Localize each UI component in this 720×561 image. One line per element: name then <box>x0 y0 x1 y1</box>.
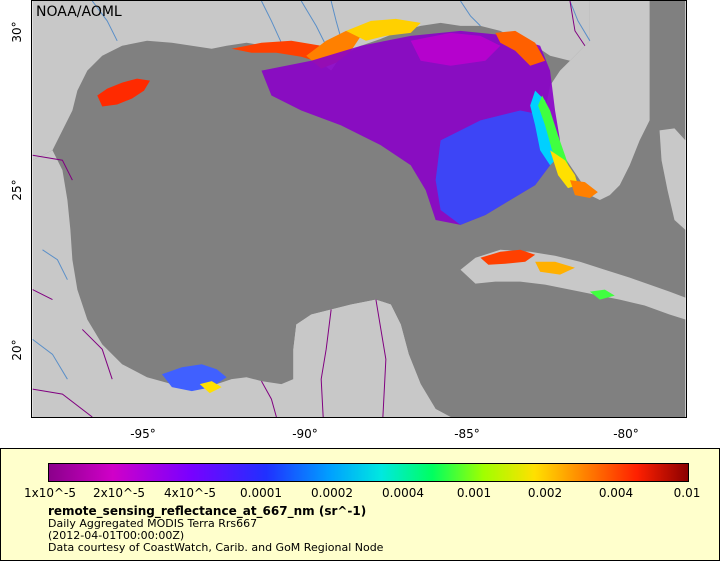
land-bahamas <box>659 128 686 230</box>
data-band-cuba-north <box>480 249 536 265</box>
lat-tick-20: 20° <box>10 339 24 361</box>
colorbar <box>48 463 689 482</box>
lon-tick-85: -85° <box>454 427 480 441</box>
colorbar-tick-label: 1x10^-5 <box>23 486 77 500</box>
data-band-bigbend <box>495 30 546 66</box>
source-credit-label: NOAA/AOML <box>36 4 122 20</box>
data-field-blue <box>435 110 556 225</box>
land-yucatan <box>293 299 451 417</box>
data-band-alabama <box>346 18 421 41</box>
data-band-cuba-central <box>535 261 575 275</box>
legend-credit-line: Data courtesy of CoastWatch, Carib. and … <box>48 541 384 554</box>
colorbar-tick-label: 0.002 <box>527 486 563 500</box>
colorbar-tick-label: 2x10^-5 <box>92 486 146 500</box>
data-field-magenta <box>410 32 501 66</box>
colorbar-tick-label: 0.01 <box>673 486 701 500</box>
data-band-louisiana <box>231 40 332 63</box>
data-spot-campeche-yellow <box>199 381 222 394</box>
rivers <box>32 1 591 380</box>
legend-title: remote_sensing_reflectance_at_667_nm (sr… <box>48 504 367 518</box>
lon-tick-95: -95° <box>130 427 156 441</box>
legend-date-line: (2012-04-01T00:00:00Z) <box>48 529 185 542</box>
lat-tick-25: 25° <box>10 179 24 201</box>
colorbar-tick-label: 0.001 <box>456 486 492 500</box>
map-area[interactable] <box>31 0 687 418</box>
colorbar-tick-label: 0.0004 <box>382 486 424 500</box>
colorbar-tick-label: 0.0002 <box>311 486 353 500</box>
lon-tick-80: -80° <box>613 427 639 441</box>
colorbar-tick-label: 0.004 <box>598 486 634 500</box>
data-band-florida-keys <box>569 180 598 199</box>
data-spot-cuba-green <box>589 289 615 300</box>
legend-panel: 1x10^-5 2x10^-5 4x10^-5 0.0001 0.0002 0.… <box>0 448 720 561</box>
land-florida <box>545 1 650 201</box>
data-patch-texas <box>97 78 151 107</box>
land-us-gulf-coast <box>32 1 590 161</box>
political-borders <box>32 1 586 417</box>
data-band-florida-green <box>538 95 570 173</box>
legend-dataset-line: Daily Aggregated MODIS Terra Rrs667 <box>48 517 258 530</box>
data-band-florida-yellow <box>550 150 578 189</box>
colorbar-tick-label: 0.0001 <box>240 486 282 500</box>
lon-tick-90: -90° <box>292 427 318 441</box>
land-cuba <box>460 249 686 320</box>
lat-tick-30: 30° <box>10 21 24 43</box>
colorbar-tick-label: 4x10^-5 <box>163 486 217 500</box>
